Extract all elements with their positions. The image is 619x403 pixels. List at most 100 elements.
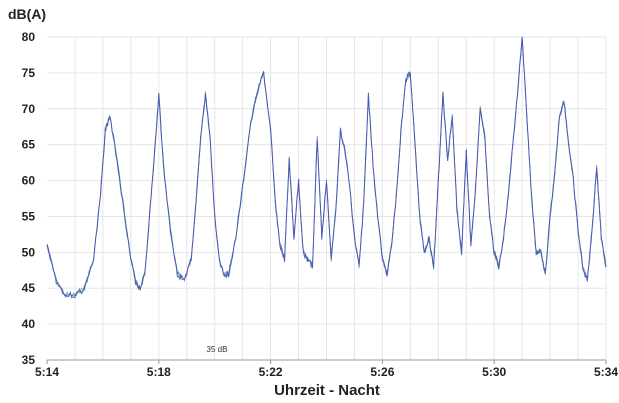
x-tick-label-5:18: 5:18 <box>147 365 171 379</box>
data-point <box>116 158 118 160</box>
grid-layer <box>47 36 607 360</box>
x-tick-label-5:26: 5:26 <box>370 365 394 379</box>
data-point <box>190 258 192 261</box>
data-point <box>55 280 57 282</box>
data-point <box>307 258 309 261</box>
annotation-35db: 35 dB <box>207 345 228 354</box>
data-point <box>218 258 220 261</box>
data-point <box>158 93 160 95</box>
y-tick-label-65: 65 <box>22 138 36 152</box>
data-point <box>544 273 547 275</box>
data-point <box>367 93 369 95</box>
data-point <box>591 230 593 232</box>
data-point <box>475 187 477 189</box>
data-point <box>83 287 85 289</box>
data-point <box>223 273 225 275</box>
data-point <box>123 208 125 210</box>
data-point <box>148 215 151 217</box>
data-point <box>414 144 416 146</box>
data-point <box>363 201 365 203</box>
data-point <box>153 158 155 160</box>
data-point <box>437 180 439 182</box>
data-point <box>526 115 528 117</box>
data-point <box>488 215 491 217</box>
data-point <box>586 280 589 282</box>
axis-layer: 35 40 45 50 55 60 65 70 75 80 5:14 5:18 5:22 5:26 5:30… <box>22 30 619 379</box>
data-point <box>470 244 472 246</box>
y-axis-label: dB(A) <box>8 6 46 22</box>
y-tick-label-45: 45 <box>22 281 36 295</box>
data-point <box>372 165 374 167</box>
x-tick-label-5:30: 5:30 <box>482 365 506 379</box>
data-point <box>134 280 137 282</box>
y-tick-label-55: 55 <box>22 209 36 223</box>
data-point <box>409 72 411 74</box>
data-point <box>377 215 379 217</box>
data-point <box>183 280 185 282</box>
data-point <box>195 201 197 203</box>
data-point <box>447 158 449 160</box>
data-point <box>284 258 286 261</box>
x-axis-label: Uhrzeit - Nacht <box>274 382 380 399</box>
data-point <box>274 201 276 203</box>
data-point <box>109 115 111 117</box>
data-point <box>605 266 607 268</box>
data-point <box>325 180 328 182</box>
data-point <box>400 129 402 131</box>
data-point <box>484 136 486 139</box>
data-point <box>521 36 523 38</box>
data-point <box>405 79 407 81</box>
data-point <box>288 158 290 160</box>
data-point <box>549 215 551 217</box>
data-point <box>176 273 178 275</box>
data-point <box>130 258 132 261</box>
y-tick-label-80: 80 <box>22 30 36 44</box>
y-tick-label-40: 40 <box>22 317 36 331</box>
data-point <box>339 129 342 131</box>
data-point <box>214 215 216 217</box>
data-point <box>419 215 421 217</box>
data-point <box>386 273 388 275</box>
data-point <box>572 180 575 182</box>
data-point <box>507 194 509 196</box>
data-point <box>256 93 258 95</box>
data-point <box>65 294 67 296</box>
data-point <box>530 194 533 196</box>
data-point <box>498 266 500 268</box>
data-point <box>209 136 211 139</box>
x-tick-label-5:34: 5:34 <box>594 365 618 379</box>
data-point <box>279 244 281 246</box>
data-point <box>465 151 467 153</box>
data-point <box>502 237 505 239</box>
data-point <box>554 172 556 174</box>
data-point <box>349 187 351 189</box>
x-tick-label-5:22: 5:22 <box>259 365 283 379</box>
data-point <box>104 129 106 131</box>
data-point <box>428 237 430 239</box>
data-point <box>493 251 495 253</box>
data-point <box>139 287 141 289</box>
data-point <box>535 251 537 253</box>
data-point <box>423 251 425 253</box>
plot-layer <box>46 36 607 299</box>
data-point <box>596 165 598 167</box>
data-point <box>228 273 230 275</box>
y-tick-label-70: 70 <box>22 102 36 116</box>
data-point <box>46 244 48 246</box>
data-point <box>395 194 397 196</box>
data-point <box>169 230 171 232</box>
data-point <box>577 230 579 232</box>
x-tick-label-5:14: 5:14 <box>35 365 59 379</box>
data-point <box>302 251 304 253</box>
data-point <box>74 294 76 296</box>
data-point <box>235 237 237 239</box>
data-point <box>298 180 300 182</box>
data-point <box>512 144 514 146</box>
data-point <box>582 266 584 268</box>
data-point <box>381 258 383 261</box>
data-point <box>558 115 561 117</box>
data-point <box>200 136 202 139</box>
data-point <box>321 237 323 239</box>
data-point <box>204 93 206 95</box>
data-point <box>358 266 360 268</box>
